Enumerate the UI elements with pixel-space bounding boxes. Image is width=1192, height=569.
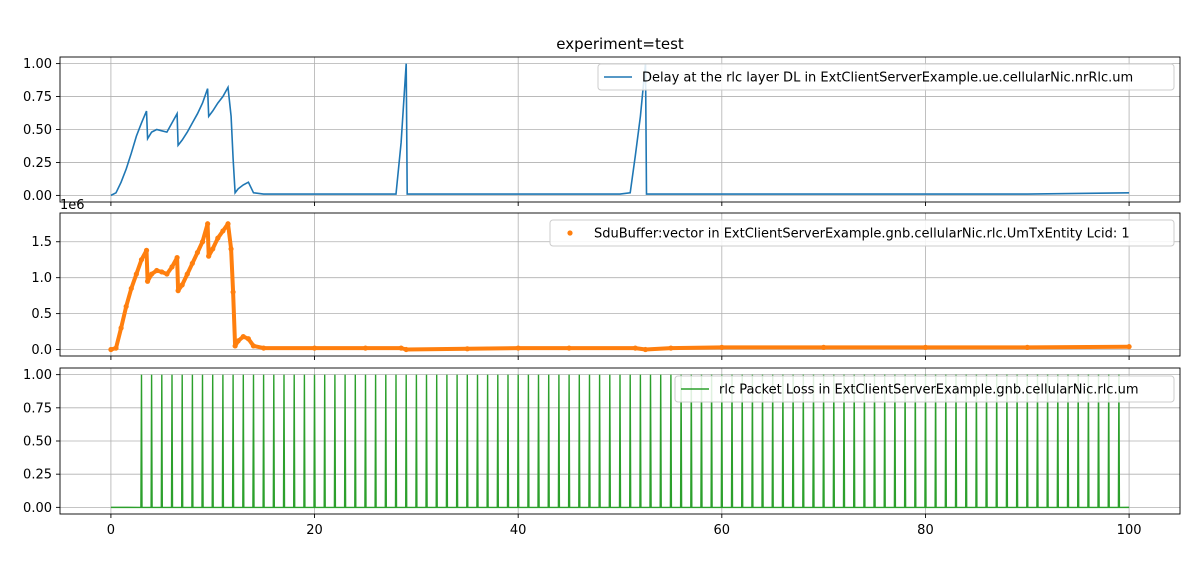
chart-panel-3: 0.00 0.25 0.50 0.75 1.00 0 20 40 60 80 100 rlc Pack…	[23, 367, 1181, 538]
data-point	[1024, 344, 1030, 350]
x-tick-label: 80	[917, 523, 934, 538]
legend-label: rlc Packet Loss in ExtClientServerExampl…	[719, 383, 1139, 398]
x-tick-label: 0	[107, 523, 115, 538]
data-point	[1126, 344, 1132, 350]
y-tick-label: 1.0	[31, 271, 52, 286]
chart-panel-1: 0.00 0.25 0.50 0.75 1.00 Delay at the rlc lay…	[23, 56, 1181, 206]
data-point	[169, 264, 175, 270]
y-tick-label: 0.0	[31, 343, 52, 358]
data-point	[566, 345, 572, 351]
data-point	[398, 345, 404, 351]
data-point	[245, 336, 251, 342]
y-tick-label: 0.75	[23, 401, 52, 416]
y-tick-label: 0.25	[23, 468, 52, 483]
data-point	[464, 346, 470, 352]
series-line	[110, 63, 1130, 197]
data-point	[719, 344, 725, 350]
data-point	[108, 346, 114, 353]
data-point	[133, 271, 139, 277]
data-point	[118, 325, 124, 331]
y-tick-label: 0.50	[23, 435, 52, 450]
data-point	[159, 269, 165, 275]
legend-label: Delay at the rlc layer DL in ExtClientSe…	[642, 71, 1133, 86]
data-point	[220, 228, 226, 234]
legend: rlc Packet Loss in ExtClientServerExampl…	[674, 375, 1175, 403]
data-point	[215, 235, 221, 241]
series-impulses	[110, 374, 1130, 509]
data-point	[821, 344, 827, 350]
data-point	[403, 346, 409, 353]
y-tick-label: 0.50	[23, 123, 52, 138]
plot-area	[110, 374, 1130, 509]
plot-area	[108, 221, 1132, 353]
data-point	[922, 344, 929, 350]
data-point	[138, 257, 145, 263]
y-tick-label: 1.00	[23, 57, 52, 72]
data-point	[184, 271, 190, 277]
figure-title: experiment=test	[556, 35, 684, 53]
data-point	[143, 247, 150, 253]
data-point	[668, 345, 674, 351]
data-point	[632, 345, 638, 351]
data-point	[205, 221, 211, 227]
x-tick-label: 40	[510, 523, 527, 538]
data-point	[642, 346, 649, 353]
axes-frame	[59, 212, 1181, 357]
x-tick-label: 20	[306, 523, 323, 538]
legend-box	[597, 63, 1175, 91]
legend-marker	[567, 230, 573, 236]
data-point	[515, 345, 521, 351]
plot-area	[110, 63, 1130, 197]
chart-panel-2: 0.0 0.5 1.0 1.5 1e6 SduBuffer:vector in ExtCl…	[31, 198, 1181, 360]
data-point	[362, 345, 369, 351]
data-point	[123, 303, 129, 310]
x-tick-label: 60	[714, 523, 731, 538]
data-point	[179, 282, 185, 288]
data-point	[199, 239, 206, 245]
y-tick-label: 0.5	[31, 307, 52, 322]
data-point	[311, 345, 318, 351]
data-point	[144, 278, 151, 284]
legend-box	[549, 219, 1175, 247]
data-point	[175, 288, 181, 294]
data-point	[149, 271, 155, 277]
legend-label: SduBuffer:vector in ExtClientServerExamp…	[594, 227, 1130, 242]
data-point	[206, 253, 212, 259]
y-offset-label: 1e6	[60, 198, 85, 213]
data-point	[225, 221, 231, 227]
y-tick-label: 0.25	[23, 156, 52, 171]
data-point	[240, 333, 246, 340]
y-tick-label: 1.5	[31, 235, 52, 250]
data-point	[194, 249, 201, 256]
legend-box	[674, 375, 1175, 403]
data-point	[128, 285, 134, 292]
data-point	[232, 343, 238, 349]
data-point	[189, 260, 195, 266]
legend: SduBuffer:vector in ExtClientServerExamp…	[549, 219, 1175, 247]
data-point	[154, 267, 160, 274]
data-point	[230, 289, 236, 295]
data-point	[250, 343, 257, 349]
data-point	[164, 271, 170, 277]
data-point	[235, 338, 241, 344]
y-tick-label: 1.00	[23, 368, 52, 383]
legend: Delay at the rlc layer DL in ExtClientSe…	[597, 63, 1175, 91]
data-point	[210, 246, 216, 252]
y-tick-label: 0.00	[23, 501, 52, 516]
data-point	[228, 246, 234, 252]
data-point	[113, 345, 119, 351]
y-tick-label: 0.00	[23, 189, 52, 204]
data-point	[174, 254, 180, 261]
y-tick-label: 0.75	[23, 90, 52, 105]
x-tick-label: 100	[1117, 523, 1142, 538]
data-point	[261, 345, 267, 351]
